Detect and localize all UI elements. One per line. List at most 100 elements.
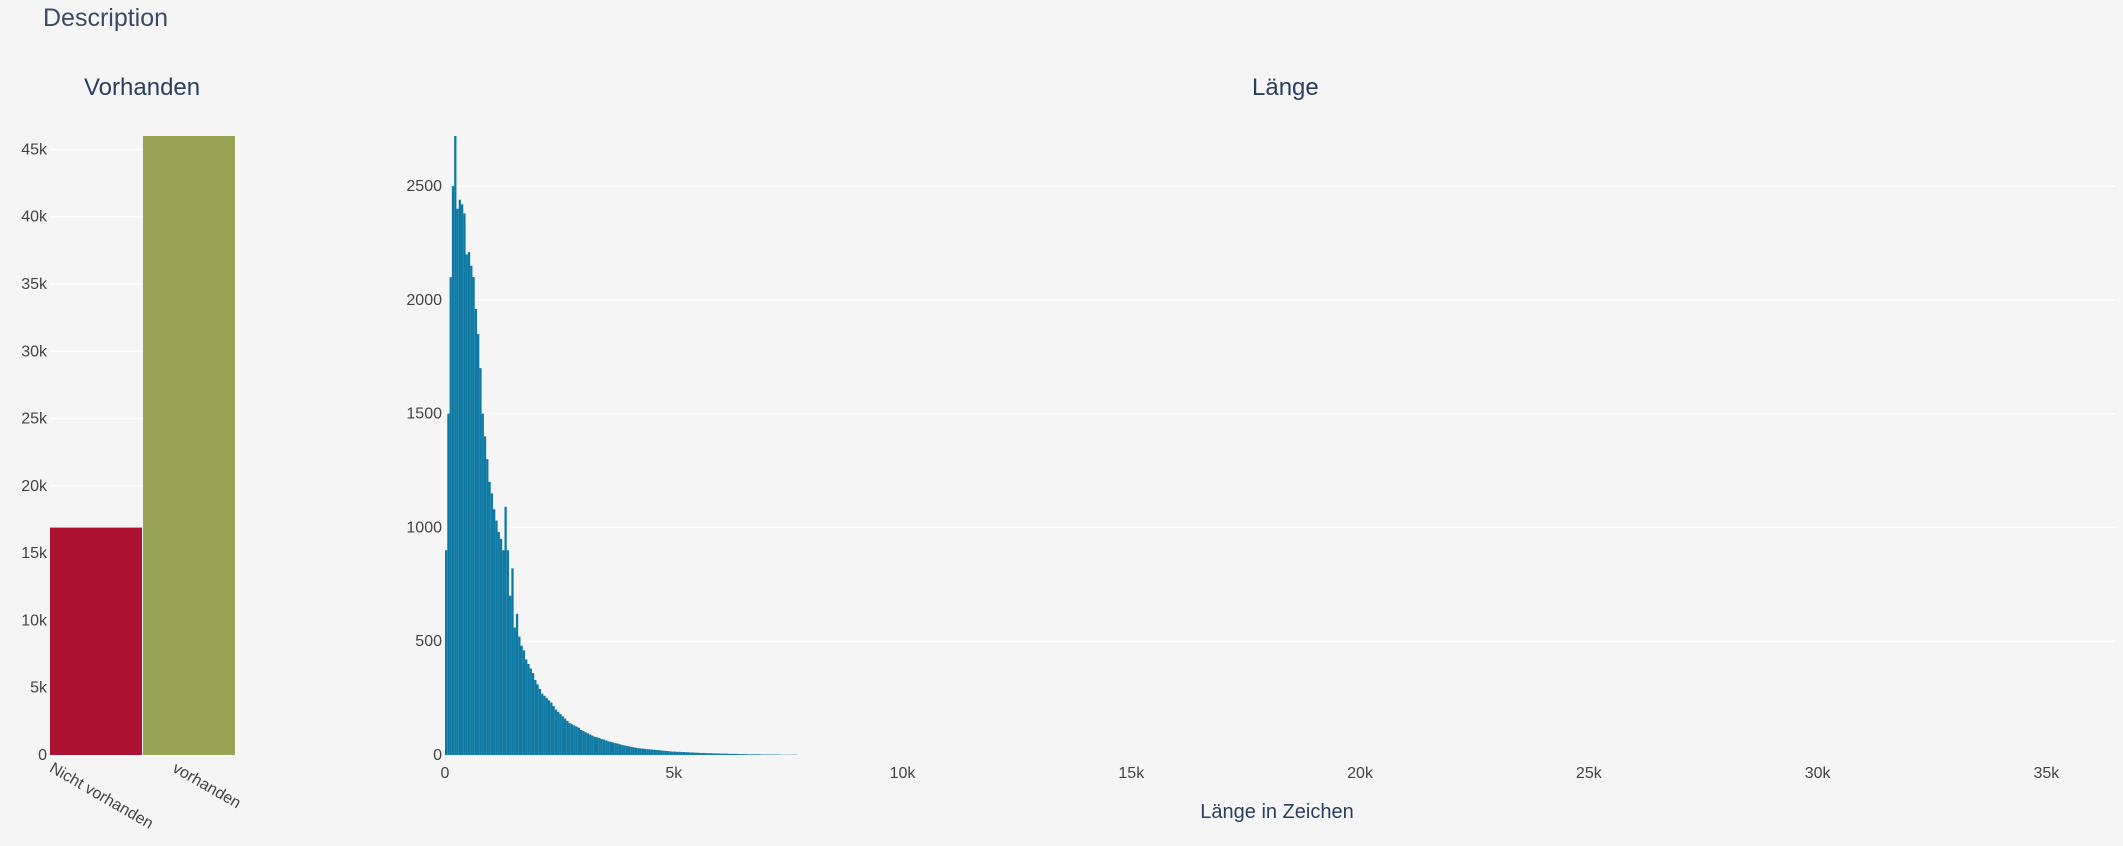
histogram-bar <box>735 753 738 755</box>
histogram-bar <box>483 436 487 755</box>
histogram-bar <box>591 735 594 755</box>
histogram-bar <box>696 752 699 755</box>
histogram-bar <box>717 753 720 755</box>
histogram-bar <box>513 627 516 755</box>
x-axis-title: Länge in Zeichen <box>1200 801 1353 823</box>
histogram-bar <box>497 531 500 755</box>
histogram-bar <box>502 550 505 755</box>
histogram-bar <box>541 693 544 755</box>
histogram-bar <box>612 742 615 755</box>
histogram-bar <box>605 740 608 755</box>
histogram-bar <box>614 743 617 755</box>
x-tick-label: 0 <box>441 765 450 782</box>
histogram-bar <box>744 754 747 755</box>
histogram-bar <box>705 753 709 755</box>
histogram-bar <box>474 308 478 755</box>
histogram-bar <box>650 749 654 755</box>
histogram-bar <box>657 750 661 755</box>
histogram-bar <box>577 727 580 755</box>
histogram-bar <box>701 752 704 755</box>
histogram-bar <box>756 754 759 755</box>
histogram-bar <box>644 748 647 755</box>
histogram-bar <box>470 265 473 755</box>
histogram-bar <box>461 204 464 755</box>
histogram-bar <box>630 746 633 755</box>
histogram-bar <box>664 750 667 755</box>
histogram-bar <box>509 595 512 755</box>
x-tick-label: 35k <box>2033 765 2060 782</box>
x-tick-label: 5k <box>665 765 683 782</box>
histogram-bar <box>499 538 503 755</box>
histogram-bar <box>557 711 560 755</box>
histogram-bar <box>673 751 677 755</box>
histogram-bar <box>655 749 658 755</box>
y-tick-label: 5k <box>30 680 48 697</box>
histogram-bar <box>595 737 599 755</box>
y-tick-label: 1000 <box>406 519 442 536</box>
histogram-bar <box>506 550 510 755</box>
histogram-bar <box>454 136 457 755</box>
histogram-bar <box>573 725 576 755</box>
histogram-bar <box>712 753 715 755</box>
histogram-bar <box>488 481 491 755</box>
histogram-bar <box>582 731 585 755</box>
y-tick-label: 15k <box>21 545 48 562</box>
histogram-bar <box>552 706 555 755</box>
histogram-bar <box>504 506 507 755</box>
histogram-bar <box>534 679 537 755</box>
bar-chart-title: Vorhanden <box>84 74 201 101</box>
y-tick-label: 40k <box>21 209 48 226</box>
histogram-bar <box>733 753 736 755</box>
histogram-bar <box>447 413 450 755</box>
section-title: Description <box>43 4 169 32</box>
x-tick-label: 25k <box>1576 765 1603 782</box>
histogram-bar <box>737 754 741 755</box>
histogram-bar <box>520 645 523 755</box>
histogram-bar <box>486 459 489 755</box>
histogram-bar <box>662 750 665 755</box>
histogram-bar <box>710 753 713 755</box>
histogram-bar <box>598 737 601 755</box>
histogram-bar <box>527 663 530 755</box>
x-tick-label: 15k <box>1118 765 1145 782</box>
histogram-bar <box>536 684 539 755</box>
histogram-bar <box>586 733 590 755</box>
histogram-bar <box>456 208 459 755</box>
histogram-bar <box>719 753 722 755</box>
histogram-bar <box>584 732 587 755</box>
histogram-bar <box>602 739 606 755</box>
histogram-bar <box>458 199 462 755</box>
histogram-bar <box>740 754 743 755</box>
histogram-bar <box>481 413 484 755</box>
histogram-bar <box>493 509 496 755</box>
histogram-bar <box>616 743 619 755</box>
histogram-bar <box>714 753 718 755</box>
histogram-bar <box>515 613 519 755</box>
histogram-bar <box>451 186 455 756</box>
histogram-bar <box>698 752 702 755</box>
histogram-bar <box>531 673 535 755</box>
histogram-bar <box>559 714 562 755</box>
histogram-bar <box>563 718 567 755</box>
x-tick-label: 30k <box>1805 765 1832 782</box>
histogram-bar <box>726 753 729 755</box>
histogram-bar <box>648 749 651 755</box>
histogram-bar <box>632 747 635 755</box>
histogram-bar <box>742 754 745 755</box>
histogram-bar <box>666 751 670 755</box>
histogram-bar <box>465 254 468 755</box>
y-tick-label: 2000 <box>406 292 442 309</box>
histogram-bar <box>543 695 546 755</box>
histogram-bar <box>680 752 683 755</box>
histogram-title: Länge <box>1252 74 1319 101</box>
histogram-bar <box>694 752 697 755</box>
histogram-bar <box>545 698 548 755</box>
histogram-bar <box>634 747 638 755</box>
histogram-bar <box>518 636 521 755</box>
histogram-bar <box>758 754 761 755</box>
histogram-bar <box>472 277 475 755</box>
histogram-bar <box>463 213 466 755</box>
histogram-bar <box>449 277 452 755</box>
histogram-bar <box>689 752 693 755</box>
